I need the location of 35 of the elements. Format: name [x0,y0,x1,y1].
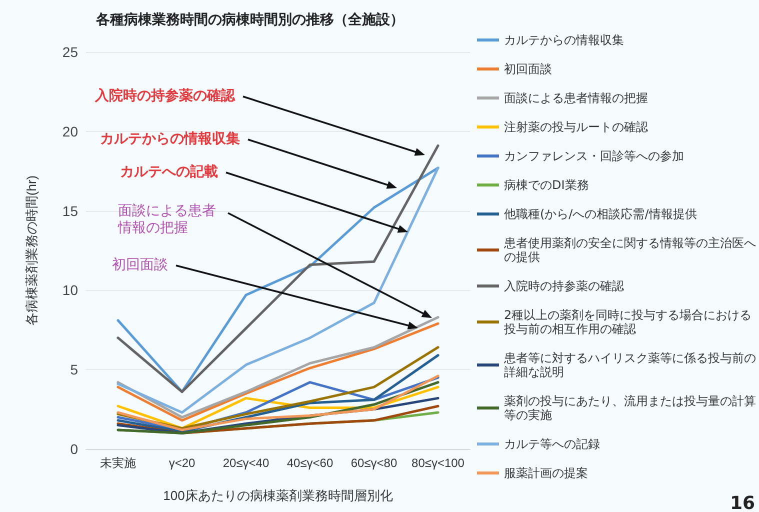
legend-label: カルテ等への記録 [504,437,600,451]
y-tick-label: 0 [70,441,78,457]
x-tick-label: γ<20 [168,456,196,470]
legend-label: カンファレンス・回診等への参加 [504,149,684,163]
legend-label: 服薬計画の提案 [504,466,588,480]
legend-label: 面談による患者情報の把握 [504,91,648,105]
annotation: カルテへの記載 [120,164,218,181]
x-tick-label: 40≤γ<60 [286,456,334,470]
x-axis-title: 100床あたりの病棟薬剤業務時間層別化 [163,488,393,503]
x-tick-label: 未実施 [100,456,136,470]
legend-label: 2種以上の薬剤を同時に投与する場合における投与前の相互作用の確認 [503,308,752,336]
x-tick-label: 60≤γ<80 [350,456,398,470]
x-tick-label: 20≤γ<40 [222,456,270,470]
legend-label: 入院時の持参薬の確認 [504,279,624,293]
legend-label: カルテからの情報収集 [504,33,624,47]
legend-label: 患者使用薬剤の安全に関する情報等の主治医への提供 [503,236,756,264]
y-tick-label: 5 [70,362,78,378]
x-tick-label: 80≤γ<100 [412,456,465,470]
chart-title: 各種病棟業務時間の病棟時間別の推移（全施設） [95,11,404,28]
y-tick-label: 25 [62,44,78,60]
legend-label: 注射薬の投与ルートの確認 [504,120,648,134]
annotation: 面談による患者情報の把握 [118,203,217,237]
annotation: 初回面談 [112,257,168,274]
annotation: 入院時の持参薬の確認 [95,88,235,105]
legend-label: 薬剤の投与にあたり、流用または投与量の計算等の実施 [504,394,756,422]
legend-label: 患者等に対するハイリスク薬等に係る投与前の詳細な説明 [503,351,756,379]
y-axis-title: 各病棟薬剤業務の時間(hr) [24,175,39,326]
legend-label: 初回面談 [504,62,552,76]
legend-label: 病棟でのDI業務 [504,178,589,192]
y-tick-label: 20 [62,123,78,140]
text: 16 [730,493,755,512]
y-tick-label: 15 [62,202,78,219]
annotation: カルテからの情報収集 [100,131,240,148]
y-tick-label: 10 [62,282,78,298]
legend-label: 他職種(から/への相談応需/情報提供 [504,207,697,221]
